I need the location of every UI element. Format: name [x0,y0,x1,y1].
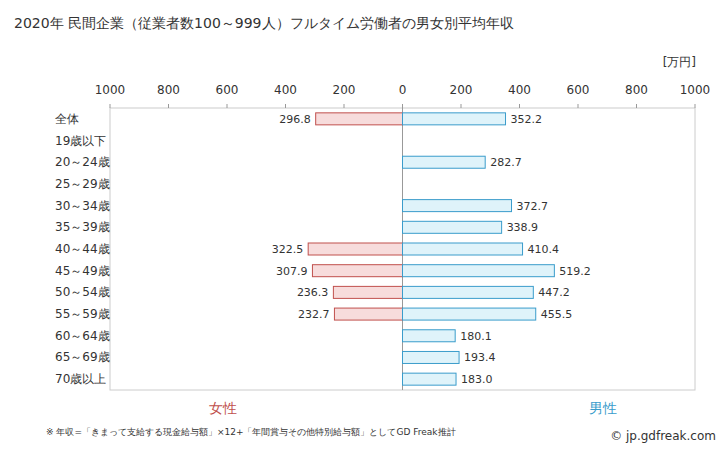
category-label: 35～39歳 [55,220,110,234]
data-label: 322.5 [272,243,304,256]
tick [168,104,169,108]
tick [461,104,462,108]
title: 2020年 民間企業（従業者数100～999人）フルタイム労働者の男女別平均年収 [14,15,514,31]
tick-label: 400 [274,83,297,97]
bar [312,265,402,277]
tick [578,104,579,108]
category-label: 70歳以上 [55,372,106,386]
category-label: 30～34歳 [55,199,110,213]
bar [403,286,534,298]
legend-label: 男性 [589,400,617,416]
bars [308,113,554,385]
category-label: 全体 [55,112,79,126]
data-label: 183.0 [461,373,493,386]
legend-label: 女性 [209,400,237,416]
category-label: 45～49歳 [55,264,110,278]
tick-label: 600 [216,83,239,97]
bar [403,373,457,385]
tick [695,104,696,108]
tick [344,104,345,108]
data-label: 338.9 [507,221,539,234]
bar [308,243,402,255]
bar [403,156,486,168]
tick-label: 800 [157,83,180,97]
data-label: 282.7 [490,156,522,169]
category-label: 60～64歳 [55,329,110,343]
bar [403,243,523,255]
tick-label: 0 [399,83,407,97]
data-label: 455.5 [541,308,573,321]
category-label: 20～24歳 [55,155,110,169]
tick-label: 600 [567,83,590,97]
category-label: 40～44歳 [55,242,110,256]
data-label: 519.2 [559,265,591,278]
tick [519,104,520,108]
data-label: 372.7 [517,200,549,213]
bar [403,221,502,233]
source: © jp.gdfreak.com [610,429,716,443]
category-label: 19歳以下 [55,134,106,148]
bar [403,113,506,125]
tick-label: 1000 [95,83,126,97]
tick-label: 400 [508,83,531,97]
data-label: 307.9 [276,265,308,278]
chart: 2020年 民間企業（従業者数100～999人）フルタイム労働者の男女別平均年収… [0,0,728,451]
data-label: 180.1 [460,330,492,343]
axis-label: [万円] [663,55,696,69]
data-label: 447.2 [538,286,570,299]
bar [403,265,555,277]
tick [402,104,403,108]
bar [334,308,402,320]
data-label: 193.4 [464,351,496,364]
chart-root: 2020年 民間企業（従業者数100～999人）フルタイム労働者の男女別平均年収… [0,0,728,451]
bar [403,308,536,320]
tick-label: 200 [333,83,356,97]
bar [403,330,456,342]
bar [403,351,460,363]
data-label: 232.7 [298,308,330,321]
data-label: 236.3 [297,286,329,299]
bar [316,113,403,125]
tick [110,104,111,108]
data-label: 352.2 [511,113,543,126]
data-label: 410.4 [528,243,560,256]
plot-frame [110,108,695,390]
tick-label: 1000 [680,83,711,97]
tick [227,104,228,108]
category-label: 55～59歳 [55,307,110,321]
tick-label: 800 [625,83,648,97]
category-label: 50～54歳 [55,285,110,299]
tick-label: 200 [450,83,473,97]
tick [285,104,286,108]
footnote: ※ 年収=「きまって支給する現金給与額」×12+「年間賞与その他特別給与額」とし… [46,427,456,437]
data-label: 296.8 [279,113,311,126]
bar [333,286,402,298]
category-label: 65～69歳 [55,350,110,364]
category-label: 25～29歳 [55,177,110,191]
bar [403,200,512,212]
tick [636,104,637,108]
